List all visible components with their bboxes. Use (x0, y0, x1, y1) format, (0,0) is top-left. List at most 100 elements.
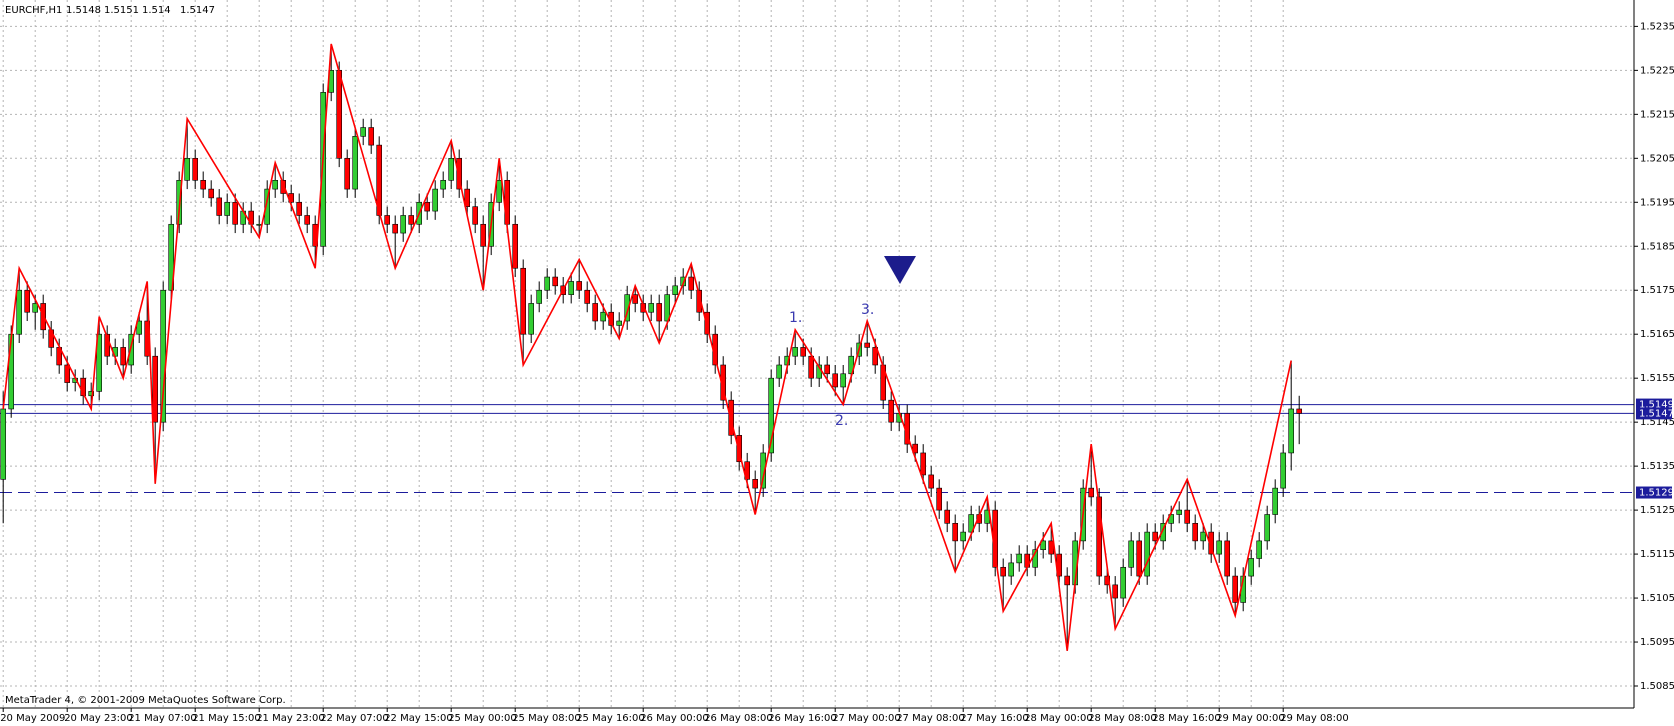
x-tick-label: 22 May 07:00 (320, 713, 389, 724)
candle-body (1288, 408, 1294, 454)
candle-body (120, 347, 126, 366)
candle-body (496, 179, 503, 203)
candle-body (568, 281, 575, 295)
candle-body (832, 373, 839, 388)
candle-body (184, 158, 190, 181)
level-label-box (1636, 407, 1672, 420)
zigzag-line (2, 43, 1292, 651)
x-tick-label: 27 May 16:00 (960, 713, 1029, 724)
y-tick-label: 1.5095 (1640, 637, 1674, 648)
x-tick-label: 21 May 23:00 (256, 713, 325, 724)
candle-body (432, 188, 439, 212)
annotation: 1. (789, 310, 802, 326)
x-tick-label: 27 May 08:00 (896, 713, 965, 724)
candle-body (1088, 487, 1094, 498)
x-tick-label: 29 May 08:00 (1280, 713, 1349, 724)
candle-body (88, 391, 94, 397)
x-tick-label: 26 May 08:00 (704, 713, 773, 724)
candle-body (1000, 566, 1007, 577)
candle-body (1264, 514, 1270, 542)
candle-body (424, 201, 431, 212)
candle-body (64, 364, 70, 383)
candle-body (360, 127, 367, 137)
candle-body (336, 70, 343, 159)
candle-body (352, 136, 359, 190)
candle-body (536, 289, 543, 304)
y-tick-label: 1.5175 (1640, 285, 1674, 296)
candle-body (800, 347, 807, 357)
x-tick-label: 28 May 00:00 (1024, 713, 1093, 724)
x-tick-label: 25 May 16:00 (576, 713, 645, 724)
candle-body (952, 523, 959, 542)
candle-body (1224, 540, 1230, 577)
candle-body (848, 355, 855, 375)
x-tick-label: 22 May 15:00 (384, 713, 453, 724)
candle-body (296, 201, 303, 216)
candle-body (888, 399, 895, 423)
y-tick-label: 1.5235 (1640, 21, 1674, 32)
candle-body (368, 127, 375, 146)
candle-body (408, 215, 415, 225)
candle-body (688, 276, 695, 291)
level-label-box (1636, 486, 1672, 499)
candle-body (1200, 531, 1206, 542)
y-tick-label: 1.5085 (1640, 681, 1674, 692)
candle-body (920, 452, 927, 476)
candle-body (136, 320, 142, 335)
candle-body (320, 92, 327, 247)
x-tick-label: 21 May 07:00 (128, 713, 197, 724)
candle-body (440, 179, 447, 190)
y-tick-label: 1.5195 (1640, 197, 1674, 208)
candle-body (768, 377, 775, 454)
candle-body (1160, 523, 1166, 542)
y-tick-label: 1.5145 (1640, 417, 1674, 428)
x-tick-label: 27 May 00:00 (832, 713, 901, 724)
level-label: 1.5149 (1639, 400, 1674, 411)
candle-body (0, 408, 6, 480)
header-close: 1.5147 (180, 5, 215, 16)
y-tick-label: 1.5185 (1640, 241, 1674, 252)
candle-body (656, 303, 663, 322)
candle-body (1176, 509, 1182, 515)
candle-body (1112, 584, 1118, 599)
candle-body (520, 267, 527, 335)
candle-body (584, 289, 591, 304)
x-tick-label: 28 May 08:00 (1088, 713, 1157, 724)
candle-body (1144, 531, 1150, 577)
candle-body (1296, 408, 1302, 414)
candle-body (16, 289, 23, 335)
candle-body (944, 509, 951, 524)
candle-body (1016, 553, 1023, 564)
x-tick-label: 26 May 00:00 (640, 713, 709, 724)
candle-body (1096, 496, 1102, 577)
level-label: 1.5129 (1639, 488, 1674, 499)
candle-body (696, 289, 703, 313)
candle-body (824, 364, 831, 375)
candle-body (392, 223, 399, 234)
x-tick-label: 25 May 00:00 (448, 713, 517, 724)
candle-body (1128, 540, 1134, 568)
candle-body (24, 289, 31, 313)
y-tick-label: 1.5135 (1640, 461, 1674, 472)
candle-body (704, 311, 711, 335)
candle-body (736, 435, 743, 463)
candle-body (632, 294, 639, 304)
candle-body (232, 201, 238, 225)
candle-body (576, 281, 583, 291)
level-label: 1.5147 (1639, 408, 1674, 419)
y-tick-label: 1.5125 (1640, 505, 1674, 516)
candle-body (528, 303, 535, 335)
candle-body (208, 188, 214, 199)
x-tick-label: 28 May 16:00 (1152, 713, 1221, 724)
candle-body (864, 342, 871, 348)
candle-body (200, 179, 206, 190)
candle-body (960, 531, 967, 542)
candle-body (648, 303, 655, 313)
x-tick-label: 21 May 15:00 (192, 713, 261, 724)
candle-body (464, 188, 471, 207)
candle-body (264, 188, 271, 225)
candle-body (1216, 540, 1222, 555)
candle-body (32, 303, 39, 313)
